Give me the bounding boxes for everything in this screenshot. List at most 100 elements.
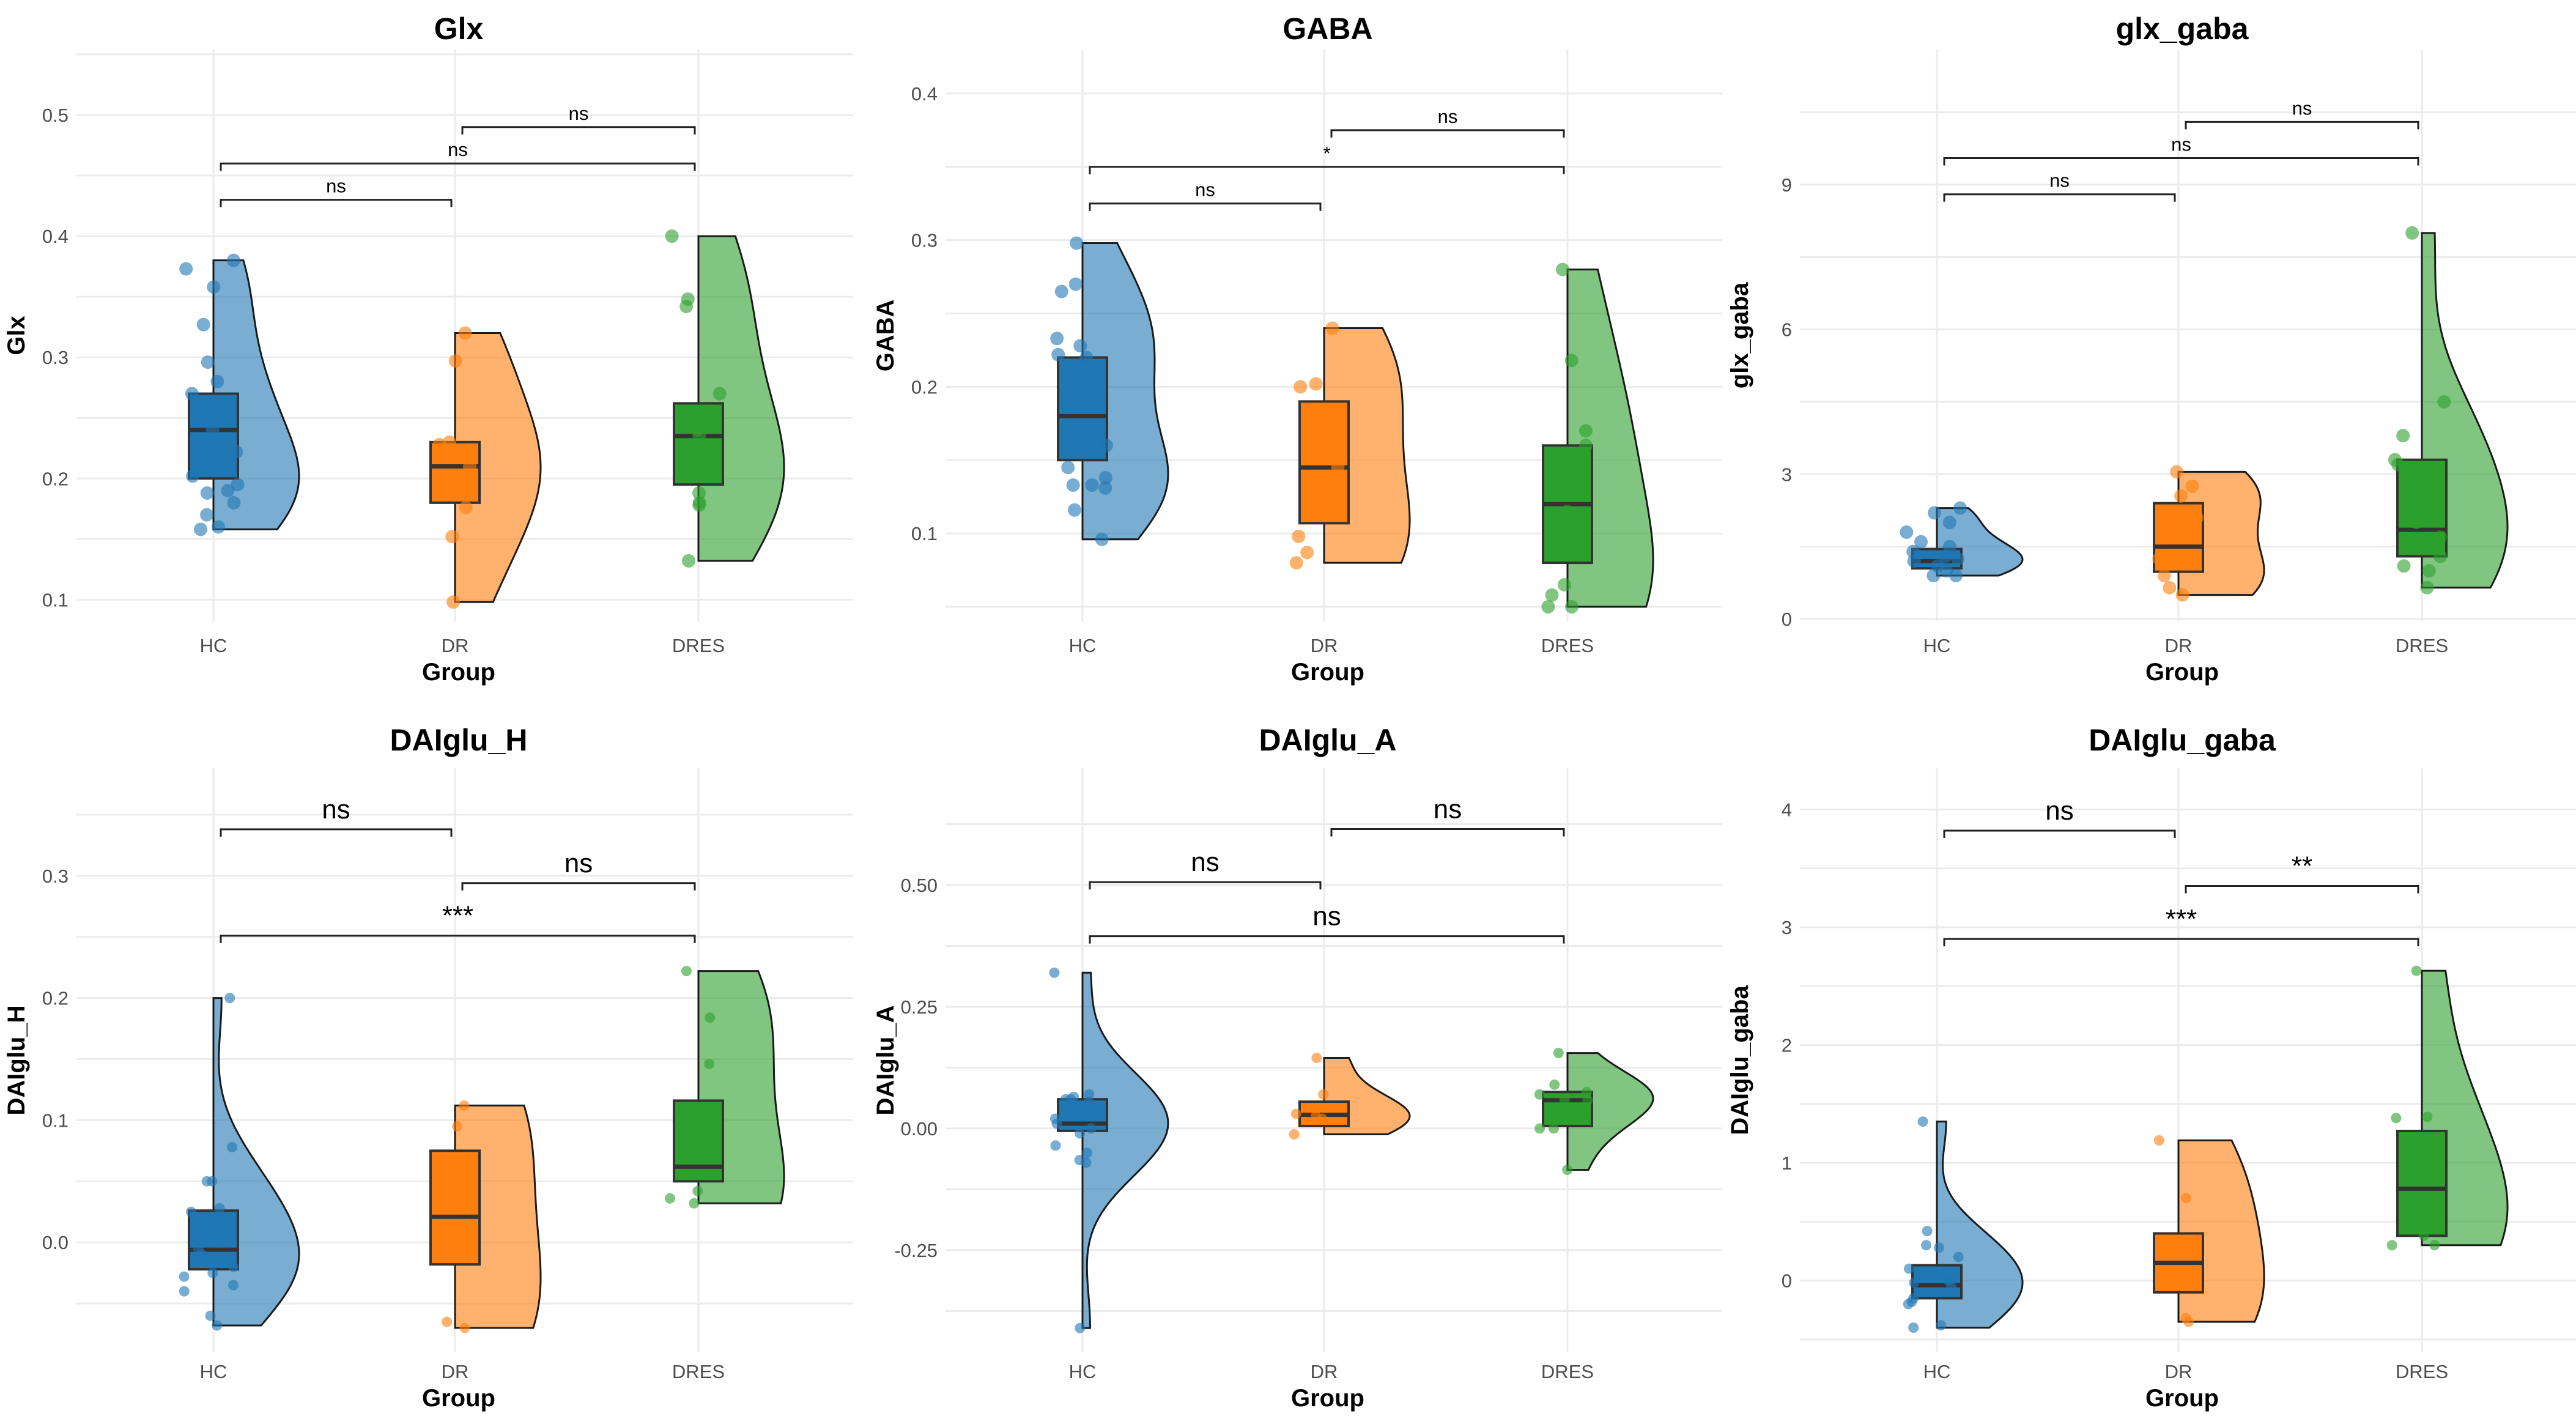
data-point [1081, 1147, 1092, 1158]
significance-label: ns [322, 795, 350, 825]
data-point [1099, 439, 1113, 453]
data-point [1050, 1140, 1061, 1151]
y-tick-label: 0.50 [901, 875, 938, 896]
data-point [201, 355, 215, 369]
data-point [1289, 556, 1303, 570]
data-point [227, 495, 241, 510]
x-axis-title: Group [1291, 659, 1364, 686]
significance-label: *** [2166, 904, 2197, 934]
data-point [2170, 465, 2184, 479]
data-point [2411, 965, 2422, 976]
y-axis-title: GABA [872, 300, 899, 372]
data-point [2422, 1111, 2433, 1122]
data-point [2391, 1113, 2402, 1124]
chart-panel-daiglu_a: -0.25 0.00 0.25 0.50 HC DR DRES DAIglu_A Group DA… [872, 723, 1722, 1412]
data-point [228, 1261, 239, 1272]
significance-bracket [1943, 157, 2419, 166]
data-point [1579, 424, 1593, 438]
y-axis-title: DAIglu_H [3, 1006, 30, 1116]
data-point [446, 595, 461, 609]
x-axis-title: Group [422, 1385, 495, 1412]
data-point [665, 1193, 676, 1204]
data-point [1049, 967, 1060, 978]
data-point [2397, 559, 2411, 573]
box-dres [2396, 1130, 2448, 1237]
data-point [1945, 1281, 1956, 1292]
significance-bracket [1330, 129, 1565, 138]
data-point [692, 429, 706, 443]
data-point [224, 993, 235, 1004]
data-point [458, 326, 472, 340]
data-point [1290, 1108, 1301, 1119]
data-point [1900, 525, 1914, 539]
y-tick-label: 0.3 [42, 866, 68, 887]
significance-bracket [220, 199, 453, 207]
violin-half-hc [1081, 971, 1169, 1329]
x-tick-label: HC [1923, 1361, 1951, 1382]
violin-half-dr [454, 332, 542, 603]
y-tick-label: 0.4 [42, 226, 68, 247]
data-point [1050, 332, 1064, 346]
data-point [1534, 1089, 1545, 1100]
significance-bracket [220, 828, 453, 837]
data-point [1949, 569, 1963, 583]
y-tick-label: 0.00 [901, 1118, 938, 1140]
data-point [2434, 549, 2448, 563]
data-point [692, 498, 706, 512]
significance-bracket [1089, 881, 1322, 890]
box-hc [1911, 1264, 1963, 1300]
box-dr [2153, 502, 2204, 573]
significance-bracket [1089, 935, 1565, 944]
data-point [185, 387, 199, 401]
data-point [1294, 380, 1308, 394]
x-tick-label: HC [200, 635, 228, 656]
data-point [228, 1280, 239, 1291]
significance-label: ns [1434, 794, 1462, 824]
data-point [459, 500, 473, 514]
data-point [1070, 236, 1084, 250]
box-dr [429, 1149, 481, 1266]
data-point [196, 317, 210, 332]
significance-label: ns [448, 139, 468, 160]
data-point [2434, 530, 2448, 544]
y-tick-label: 0.4 [911, 83, 938, 105]
y-axis-title: Glx [3, 316, 30, 355]
data-point [1942, 516, 1956, 530]
data-point [1051, 347, 1065, 361]
data-point [2153, 1135, 2164, 1146]
data-point [2152, 552, 2166, 566]
data-point [1921, 1240, 1932, 1251]
y-tick-label: 9 [1782, 174, 1792, 196]
data-point [1061, 461, 1075, 475]
data-point [1582, 1095, 1593, 1106]
data-point [1075, 1322, 1086, 1333]
data-point [1565, 600, 1579, 614]
x-tick-label: DRES [1541, 1361, 1594, 1382]
data-point [1559, 1094, 1570, 1105]
data-point [214, 1203, 225, 1214]
data-point [442, 1316, 453, 1327]
data-point [1051, 1118, 1062, 1129]
data-point [1549, 1123, 1560, 1134]
data-point [212, 1320, 223, 1331]
data-point [1907, 554, 1921, 568]
data-point [459, 1322, 470, 1333]
data-point [2422, 564, 2436, 578]
data-point [210, 374, 224, 388]
panel-title: Glx [434, 12, 484, 46]
data-point [2420, 580, 2434, 595]
y-tick-label: 0.2 [42, 468, 68, 489]
y-tick-label: 0.0 [42, 1232, 68, 1253]
data-point [692, 486, 706, 500]
data-point [196, 1249, 207, 1260]
data-point [1068, 277, 1083, 291]
data-point [1564, 354, 1579, 368]
y-axis-title: glx_gaba [1727, 282, 1753, 388]
y-tick-label: 0.2 [911, 376, 938, 398]
data-point [207, 280, 221, 294]
data-point [2157, 569, 2171, 583]
x-tick-label: DRES [2396, 635, 2448, 656]
x-axis-title: Group [2145, 659, 2219, 686]
significance-bracket [461, 126, 696, 135]
data-point [1953, 501, 1967, 515]
